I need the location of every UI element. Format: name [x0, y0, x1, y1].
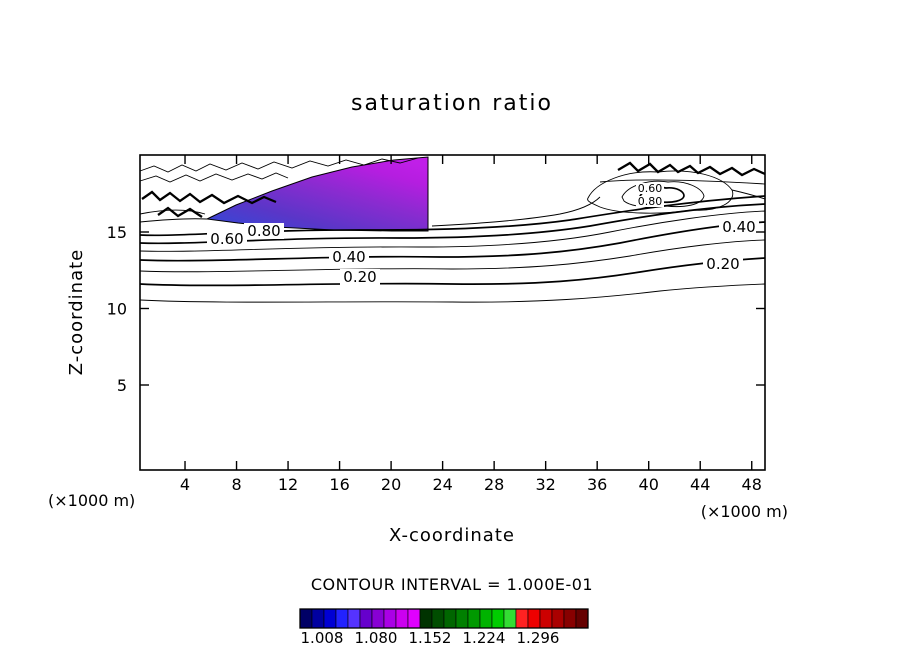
- label-gap: [329, 249, 369, 265]
- colorbar-label: 1.296: [517, 629, 560, 647]
- x-tick-label: 44: [690, 475, 710, 494]
- x-tick-label: 40: [639, 475, 659, 494]
- contour-line-040: [139, 221, 766, 262]
- label-gap: [636, 196, 664, 207]
- x-tick-label: 32: [535, 475, 555, 494]
- colorbar-segment: [515, 608, 529, 629]
- contour-line: [139, 218, 208, 223]
- colorbar-segment: [455, 608, 469, 629]
- colorbar-segment: [395, 608, 409, 629]
- colorbar-segment: [371, 608, 385, 629]
- colorbar-segment: [335, 608, 349, 629]
- contour-line-top: [139, 172, 289, 183]
- x-tick-label: 12: [278, 475, 298, 494]
- label-gap: [340, 269, 380, 285]
- plot-title: saturation ratio: [351, 91, 553, 116]
- x-tick-label: 4: [180, 475, 190, 494]
- x-tick-label: 16: [329, 475, 349, 494]
- contour-line-heavy: [141, 190, 277, 205]
- contour-label-020-right: 0.20: [706, 255, 739, 273]
- label-gap: [207, 231, 247, 247]
- colorbar-segment: [431, 608, 445, 629]
- colorbar-segment: [503, 608, 517, 629]
- y-tick-label: 5: [117, 376, 127, 395]
- contour-label-060-cluster: 0.60: [638, 182, 663, 195]
- colorbar-segment: [575, 608, 589, 629]
- x-tick-label: 28: [484, 475, 504, 494]
- contour-loop: [587, 170, 734, 214]
- x-tick-label: 48: [742, 475, 762, 494]
- y-axis-unit: (×1000 m): [48, 491, 135, 510]
- colorbar-segment: [407, 608, 421, 629]
- x-tick-label: 8: [231, 475, 241, 494]
- contour-line-heavy: [157, 206, 203, 218]
- x-axis-unit: (×1000 m): [701, 502, 788, 521]
- colorbar-segment: [383, 608, 397, 629]
- contour-line-heavy: [617, 161, 766, 177]
- y-tick-label: 10: [107, 300, 127, 319]
- colorbar-segment: [299, 608, 313, 629]
- colorbar-segment: [359, 608, 373, 629]
- contour-line: [431, 196, 601, 227]
- plot-frame: [139, 154, 766, 471]
- x-axis-label: X-coordinate: [389, 525, 515, 546]
- colorbar-label: 1.152: [409, 629, 452, 647]
- colorbar-segment: [419, 608, 433, 629]
- colorbar-segment: [347, 608, 361, 629]
- colorbar-segment: [443, 608, 457, 629]
- label-gap: [719, 219, 759, 235]
- colorbar-segment: [539, 608, 553, 629]
- colorbar-segment: [551, 608, 565, 629]
- colorbar: [299, 608, 589, 629]
- colorbar-segment: [467, 608, 481, 629]
- colorbar-label: 1.080: [355, 629, 398, 647]
- contour-line: [139, 210, 766, 252]
- contour-label-060: 0.60: [210, 230, 243, 248]
- contour-line-top: [139, 157, 419, 173]
- label-gap: [244, 223, 284, 239]
- colorbar-segment: [527, 608, 541, 629]
- colorbar-segment: [491, 608, 505, 629]
- x-tick-label: 36: [587, 475, 607, 494]
- x-tick-label: 24: [432, 475, 452, 494]
- contour-label-020: 0.20: [343, 268, 376, 286]
- filled-contour-region: [205, 156, 429, 232]
- colorbar-label: 1.008: [301, 629, 344, 647]
- contour-line: [139, 283, 766, 303]
- colorbar-segment: [311, 608, 325, 629]
- x-tick-label: 20: [381, 475, 401, 494]
- colorbar-segment: [563, 608, 577, 629]
- contour-interval-caption: CONTOUR INTERVAL = 1.000E-01: [311, 575, 593, 594]
- contour-line-020: [139, 257, 766, 287]
- colorbar-frame: [299, 608, 589, 629]
- contour-label-040: 0.40: [332, 248, 365, 266]
- colorbar-segment: [323, 608, 337, 629]
- y-axis-label: Z-coordinate: [66, 249, 87, 376]
- y-tick-label: 15: [107, 223, 127, 242]
- contour-line: [139, 239, 766, 273]
- contour-labels: 0.60 0.80 0.40 0.20 0.40 0.20 0.60 0.80: [207, 182, 759, 286]
- contour-label-080: 0.80: [247, 222, 280, 240]
- label-gap: [636, 183, 664, 194]
- label-gap: [703, 256, 743, 272]
- contour-label-080-cluster: 0.80: [638, 195, 663, 208]
- colorbar-label: 1.224: [463, 629, 506, 647]
- contour-line: [599, 179, 766, 185]
- contour-label-040-right: 0.40: [722, 218, 755, 236]
- colorbar-labels: 1.008 1.080 1.152 1.224 1.296: [301, 629, 560, 647]
- saturation-plume-shape: [205, 156, 429, 232]
- contour-line: [731, 189, 766, 200]
- colorbar-segment: [479, 608, 493, 629]
